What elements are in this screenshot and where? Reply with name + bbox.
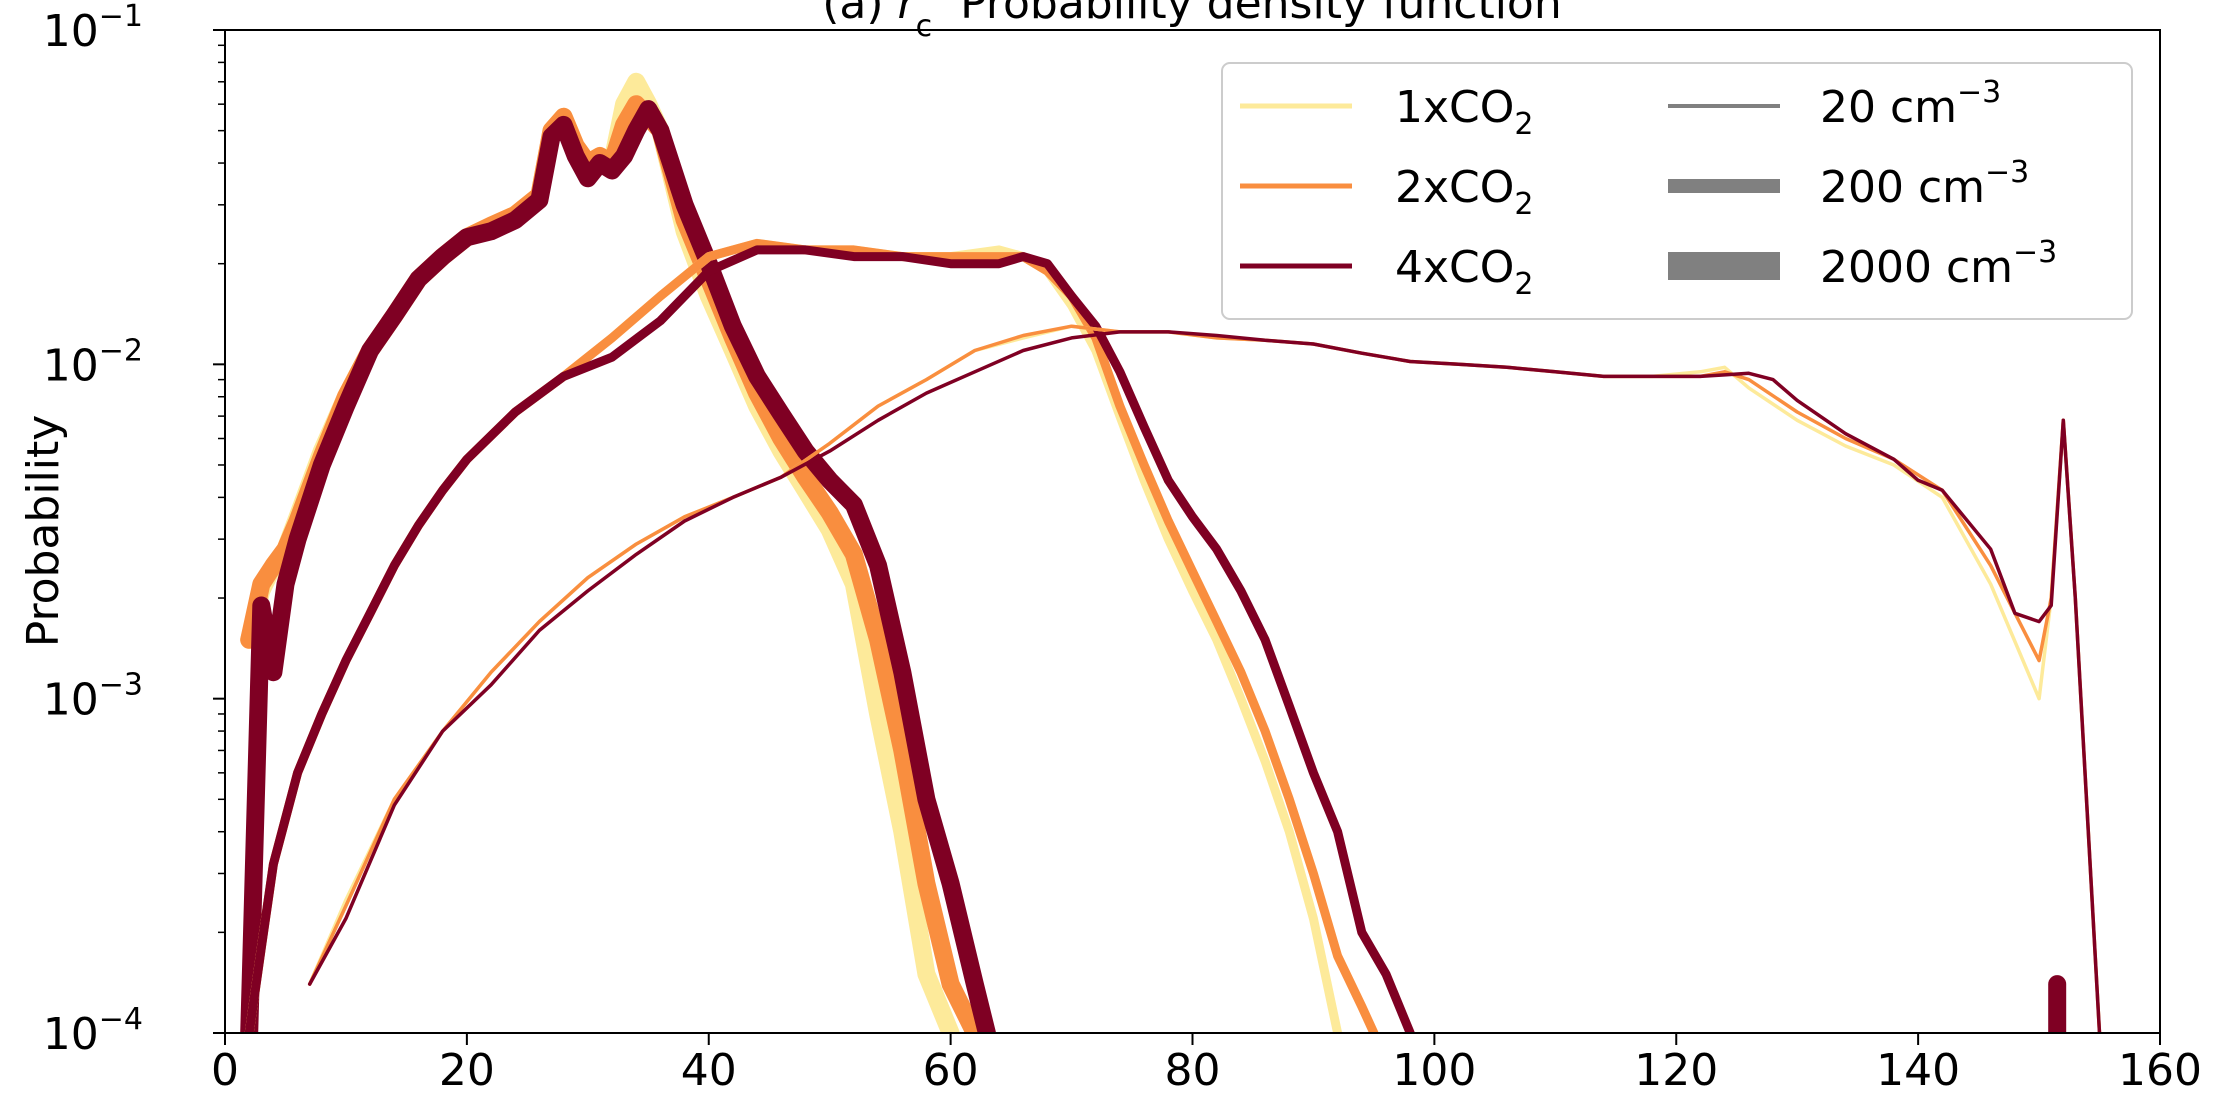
x-tick-label: 120 xyxy=(1634,1045,1718,1096)
y-axis: 10−1 10−2 10−3 10−4 xyxy=(43,0,225,1060)
series-line-4xCO2-20cm-3-8 xyxy=(307,330,2102,1033)
x-tick-label: 60 xyxy=(923,1045,979,1096)
y-axis-label: Probability xyxy=(18,415,69,648)
x-tick-label: 40 xyxy=(681,1045,737,1096)
legend-label-2xco2: 2xCO2 xyxy=(1395,162,1533,222)
y-tick-label: 10−4 xyxy=(43,1002,143,1060)
series-line-2xCO2-20cm-3-7 xyxy=(307,324,2102,1033)
legend-label-1xco2: 1xCO2 xyxy=(1395,82,1533,142)
x-tick-label: 140 xyxy=(1876,1045,1960,1096)
legend: 1xCO2 2xCO2 4xCO2 20 cm−3 200 cm−3 2000 cm−3 xyxy=(1221,62,2133,320)
legend-label-conc-thick: 2000 cm−3 xyxy=(1820,235,2057,293)
series-lines xyxy=(240,72,2102,1033)
series-line-2xCO2-200cm-3-4 xyxy=(244,238,1379,1033)
y-tick-label: 10−2 xyxy=(43,333,143,391)
x-tick-label: 100 xyxy=(1392,1045,1476,1096)
x-tick-label: 80 xyxy=(1165,1045,1221,1096)
series-line-4xCO2-200cm-3-5 xyxy=(244,245,1415,1033)
legend-label-conc-medium: 200 cm−3 xyxy=(1820,155,2029,213)
series-line-1xCO2-200cm-3-3 xyxy=(244,238,1343,1033)
legend-label-conc-thin: 20 cm−3 xyxy=(1820,75,2001,133)
y-tick-label: 10−3 xyxy=(43,668,143,726)
x-tick-label: 20 xyxy=(439,1045,495,1096)
x-axis: 0 20 40 60 80 100 120 140 160 xyxy=(211,1033,2202,1096)
x-tick-label: 160 xyxy=(2118,1045,2202,1096)
chart-title: (a) rc Probability density function xyxy=(822,0,1561,44)
legend-label-4xco2: 4xCO2 xyxy=(1395,242,1533,302)
x-tick-label: 0 xyxy=(211,1045,239,1096)
series-line-4xCO2-2000cm-3-2 xyxy=(240,100,996,1033)
y-tick-label: 10−1 xyxy=(43,0,143,57)
